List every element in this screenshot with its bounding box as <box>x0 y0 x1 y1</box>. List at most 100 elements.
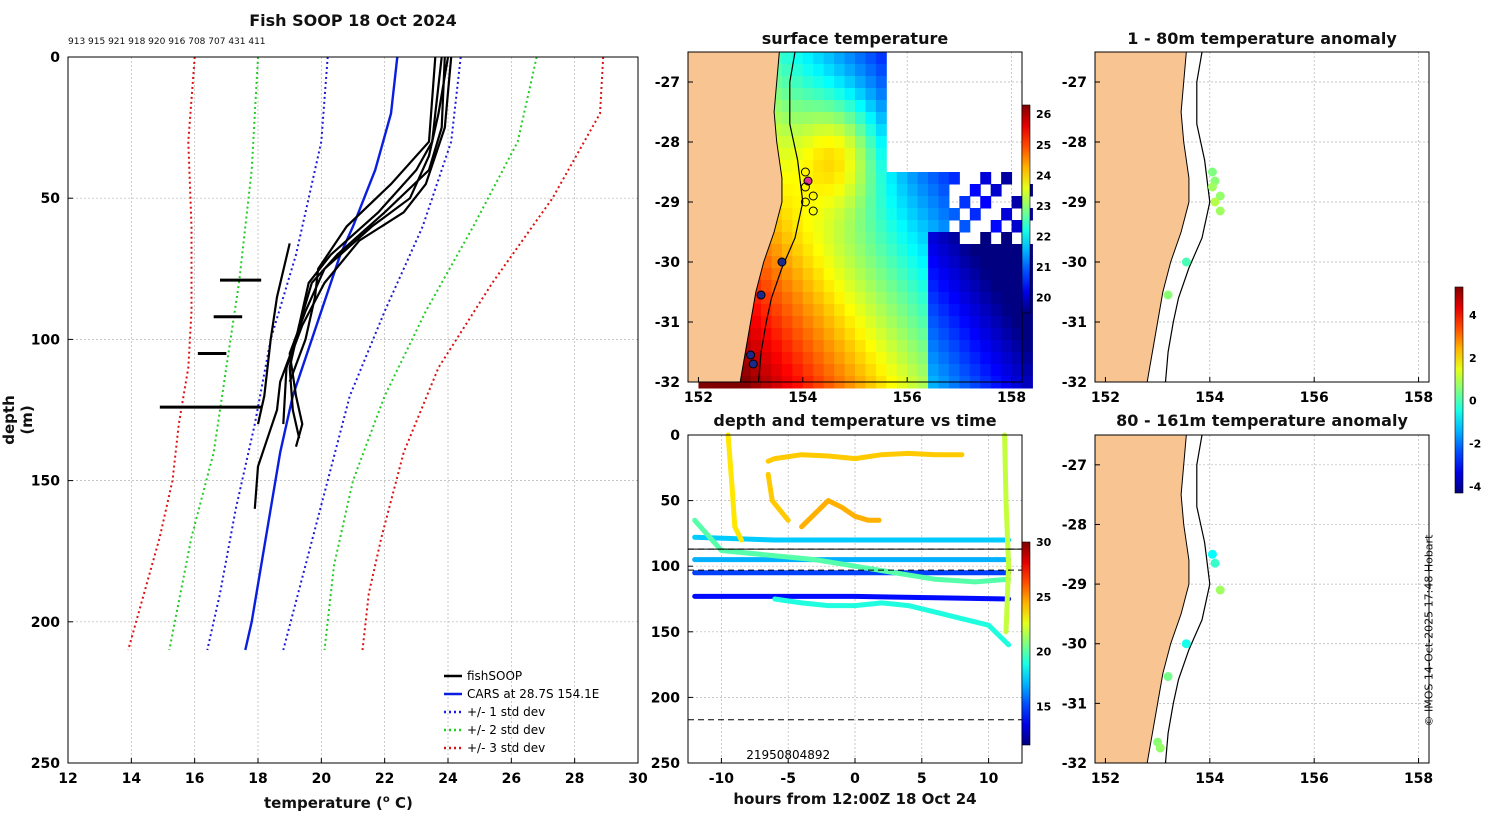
time-track <box>1002 432 1012 635</box>
profile-xtick-label: 16 <box>185 771 204 787</box>
profile-frame <box>67 56 639 764</box>
sst-cell <box>855 328 866 341</box>
sst-cell <box>771 340 783 353</box>
sst-cell <box>1011 244 1023 257</box>
sst-cell <box>771 112 783 125</box>
sst-cell <box>980 292 992 305</box>
sst-cell <box>907 256 919 269</box>
sst-cell <box>771 328 783 341</box>
sst-cell <box>802 100 814 113</box>
sst-cell <box>844 184 856 197</box>
sst-cell <box>938 208 950 221</box>
sst-cell <box>865 280 877 293</box>
sst-cell <box>781 64 793 77</box>
profile-xlabel: temperature (o C) <box>264 794 413 812</box>
sst-cell <box>865 196 877 209</box>
time-track <box>692 593 1012 602</box>
sst-cell <box>792 172 804 185</box>
sst-cell <box>875 148 887 161</box>
sst-cell <box>990 244 1002 257</box>
sst-cell <box>781 268 793 281</box>
sst-cell <box>959 340 971 353</box>
sst-cell <box>907 220 919 233</box>
profile-fishsoop-cast <box>256 243 291 425</box>
sst-cell <box>865 268 877 281</box>
anom1-ytick-label: -31 <box>1062 315 1087 331</box>
sst-cell <box>875 256 887 269</box>
sst-cell <box>761 280 772 293</box>
sst-cell <box>938 292 950 305</box>
sst-cell <box>781 88 793 101</box>
sst-isobath <box>757 51 804 383</box>
sst-cell <box>1022 352 1033 365</box>
anom2-anomaly-point <box>1163 672 1173 682</box>
sst-cell <box>907 280 919 293</box>
sst-cell <box>813 148 825 161</box>
sst-cell <box>928 292 939 305</box>
time-track <box>692 534 1012 543</box>
sst-cell <box>917 268 929 281</box>
sst-cell <box>844 100 856 113</box>
anom2-isobath <box>1164 434 1211 764</box>
sst-cell <box>823 112 835 125</box>
sst-cell <box>844 304 856 317</box>
sst-cell <box>1001 280 1013 293</box>
sst-cell <box>834 184 846 197</box>
sst-cell <box>761 352 772 365</box>
sst-station-marker <box>808 206 818 216</box>
anom1-anomaly-point <box>1163 290 1173 300</box>
sst-cell <box>844 256 856 269</box>
sst-cell <box>875 328 887 341</box>
profile-xtick-label: 12 <box>58 771 77 787</box>
sst-cell <box>938 244 950 257</box>
anomaly-colorbar <box>1454 286 1464 494</box>
anom2-land <box>1094 434 1190 764</box>
anom1-anomaly-point <box>1210 197 1220 207</box>
sst-cell <box>969 256 981 269</box>
sst-cell <box>875 160 887 173</box>
anom2-ytick-label: -30 <box>1062 637 1088 653</box>
sst-cell <box>990 220 1002 233</box>
sst-cell <box>1001 316 1013 329</box>
sst-cell <box>802 160 814 173</box>
sst-cell <box>938 172 950 185</box>
sst-ytick-label: -29 <box>655 195 680 211</box>
sst-cell <box>1011 292 1023 305</box>
sst-cell <box>1001 292 1013 305</box>
sst-cell <box>865 232 877 245</box>
sst-cell <box>834 220 846 233</box>
sst-cell <box>980 244 992 257</box>
sst-cell <box>855 304 866 317</box>
sst-cell <box>823 196 835 209</box>
sst-cell <box>896 328 908 341</box>
time-ytick-label: 200 <box>651 690 680 706</box>
time-colorbar-label: 15 <box>1036 701 1051 714</box>
sst-cell <box>990 352 1002 365</box>
legend-entry: fishSOOP <box>467 669 522 683</box>
sst-cell <box>834 148 846 161</box>
sst-cell <box>855 160 866 173</box>
sst-cell <box>834 100 846 113</box>
sst-cell <box>855 244 866 257</box>
sst-cell <box>823 88 835 101</box>
sst-cell <box>959 280 971 293</box>
sst-cell <box>886 340 898 353</box>
sst-cell <box>761 364 772 377</box>
sst-cell <box>875 100 887 113</box>
sst-cell <box>823 244 835 257</box>
sst-cell <box>844 76 856 89</box>
profile-xtick-label: 28 <box>565 771 584 787</box>
sst-cell <box>792 304 804 317</box>
anom1-anomaly-point <box>1181 257 1191 267</box>
sst-cell <box>896 268 908 281</box>
sst-cell <box>813 160 825 173</box>
sst-cell <box>1001 304 1013 317</box>
sst-cell <box>834 208 846 221</box>
profile-series--2-std <box>168 56 259 651</box>
sst-cell <box>802 268 814 281</box>
sst-cell <box>865 112 877 125</box>
sst-cell <box>886 292 898 305</box>
sst-cell <box>907 268 919 281</box>
sst-cell <box>792 100 804 113</box>
sst-station-marker <box>800 197 810 207</box>
